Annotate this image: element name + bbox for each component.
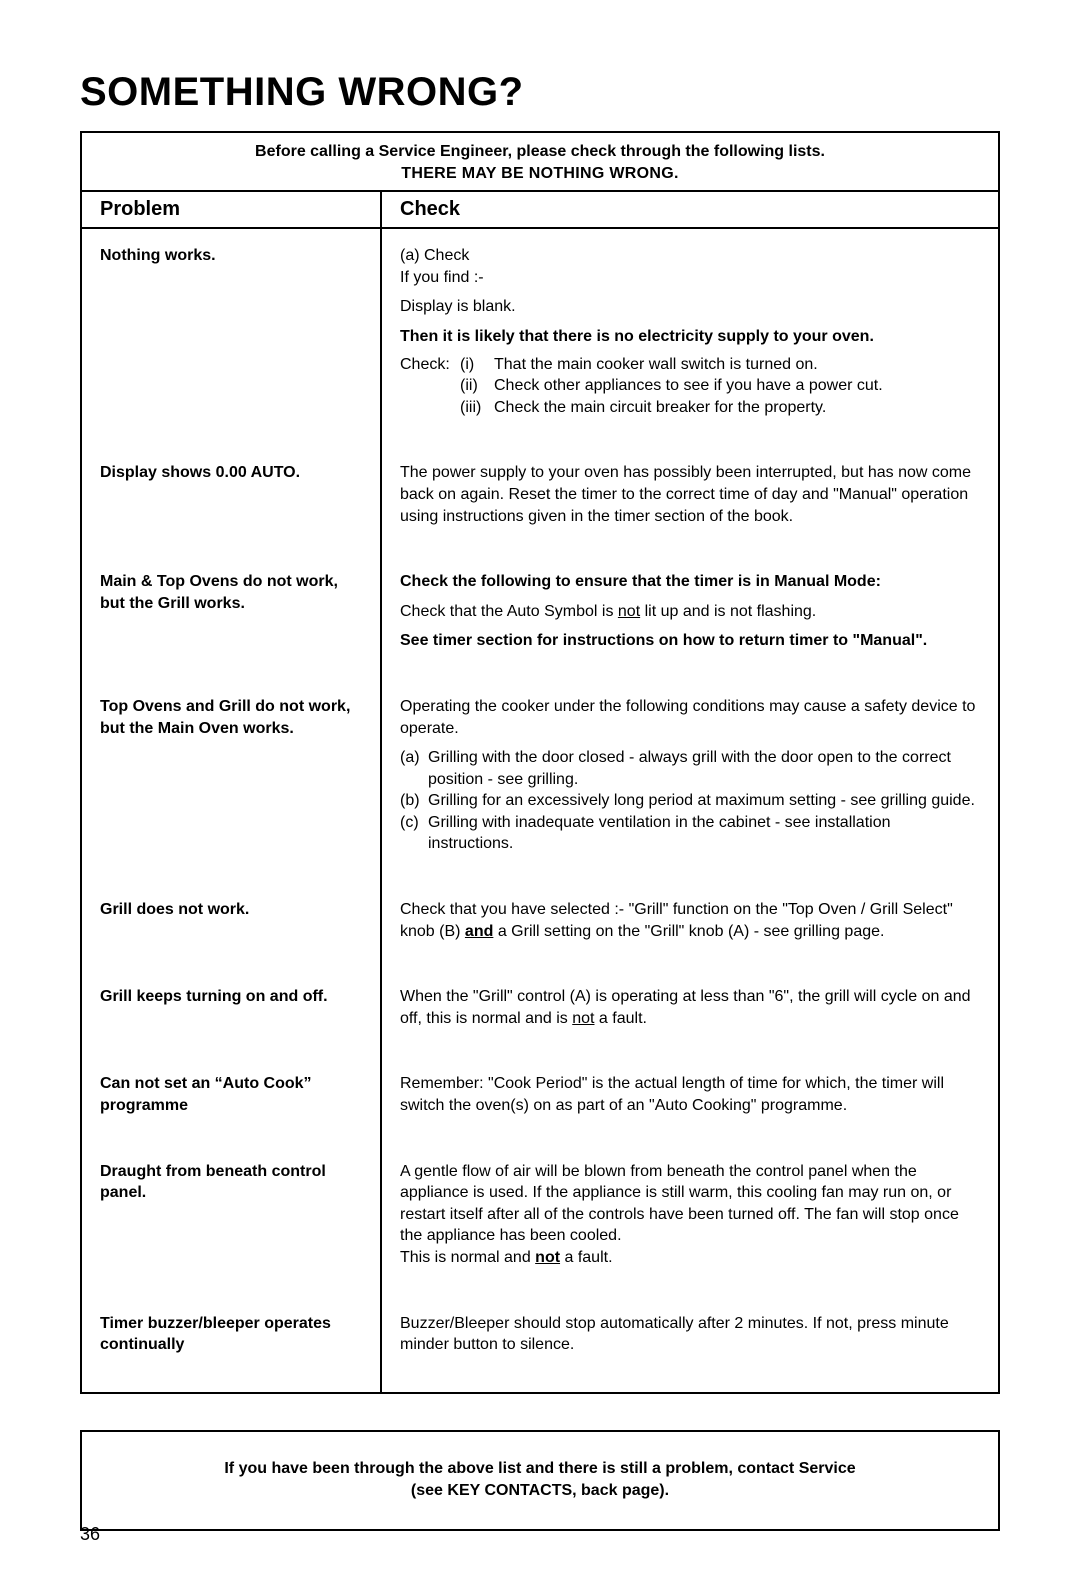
text-span: a fault.: [560, 1249, 612, 1266]
table-row: Can not set an “Auto Cook” programme Rem…: [81, 1057, 999, 1144]
list-marker: (ii): [460, 375, 494, 397]
text-line: If you find :-: [400, 267, 980, 289]
list-text: Grilling for an excessively long period …: [428, 790, 975, 812]
troubleshooting-table: Before calling a Service Engineer, pleas…: [80, 131, 1000, 1394]
roman-list: (i)That the main cooker wall switch is t…: [460, 354, 883, 419]
footer-line-2: (see KEY CONTACTS, back page).: [112, 1480, 968, 1502]
problem-cell: Can not set an “Auto Cook” programme: [81, 1057, 381, 1144]
page-number: 36: [80, 1524, 100, 1545]
banner-line-1: Before calling a Service Engineer, pleas…: [255, 143, 825, 160]
list-marker: (c): [400, 812, 428, 855]
problem-cell: Timer buzzer/bleeper operates continuall…: [81, 1297, 381, 1393]
list-text: Check the main circuit breaker for the p…: [494, 397, 826, 419]
table-row: Display shows 0.00 AUTO. The power suppl…: [81, 446, 999, 555]
check-cell: Check the following to ensure that the t…: [381, 555, 999, 680]
underlined-text: not: [572, 1010, 594, 1027]
table-row: Grill keeps turning on and off. When the…: [81, 970, 999, 1057]
text-line: Display is blank.: [400, 296, 980, 318]
check-cell: Buzzer/Bleeper should stop automatically…: [381, 1297, 999, 1393]
list-marker: (i): [460, 354, 494, 376]
list-text: Grilling with inadequate ventilation in …: [428, 812, 980, 855]
check-cell: Remember: "Cook Period" is the actual le…: [381, 1057, 999, 1144]
bold-underlined-text: and: [465, 923, 493, 940]
problem-cell: Main & Top Ovens do not work, but the Gr…: [81, 555, 381, 680]
list-text: Grilling with the door closed - always g…: [428, 747, 980, 790]
table-row: Grill does not work. Check that you have…: [81, 883, 999, 970]
table-row: Nothing works. (a) Check If you find :- …: [81, 228, 999, 446]
problem-cell: Display shows 0.00 AUTO.: [81, 446, 381, 555]
footer-line-1: If you have been through the above list …: [112, 1458, 968, 1480]
banner-row: Before calling a Service Engineer, pleas…: [81, 132, 999, 191]
underlined-text: not: [618, 603, 640, 620]
check-cell: Check that you have selected :- "Grill" …: [381, 883, 999, 970]
page-title: SOMETHING WRONG?: [80, 70, 1000, 115]
table-row: Timer buzzer/bleeper operates continuall…: [81, 1297, 999, 1393]
banner-cell: Before calling a Service Engineer, pleas…: [81, 132, 999, 191]
table-row: Draught from beneath control panel. A ge…: [81, 1145, 999, 1297]
text-span: When the "Grill" control (A) is operatin…: [400, 988, 971, 1027]
problem-cell: Grill keeps turning on and off.: [81, 970, 381, 1057]
list-text: That the main cooker wall switch is turn…: [494, 354, 818, 376]
text-span: Check that the Auto Symbol is: [400, 603, 618, 620]
problem-cell: Draught from beneath control panel.: [81, 1145, 381, 1297]
footer-box: If you have been through the above list …: [80, 1430, 1000, 1531]
table-row: Main & Top Ovens do not work, but the Gr…: [81, 555, 999, 680]
banner-line-2: THERE MAY BE NOTHING WRONG.: [401, 165, 678, 182]
text-line-bold: Then it is likely that there is no elect…: [400, 326, 980, 348]
check-cell: When the "Grill" control (A) is operatin…: [381, 970, 999, 1057]
text-span: a Grill setting on the "Grill" knob (A) …: [493, 923, 884, 940]
list-marker: (b): [400, 790, 428, 812]
table-row: Top Ovens and Grill do not work, but the…: [81, 680, 999, 883]
check-cell: A gentle flow of air will be blown from …: [381, 1145, 999, 1297]
text-line-bold: Check the following to ensure that the t…: [400, 571, 980, 593]
col-problem-header: Problem: [81, 191, 381, 228]
abc-list: (a)Grilling with the door closed - alway…: [400, 747, 980, 855]
list-marker: (a): [400, 747, 428, 790]
text-line: (a) Check: [400, 245, 980, 267]
list-text: Check other appliances to see if you hav…: [494, 375, 883, 397]
check-label: Check:: [400, 354, 460, 419]
document-page: SOMETHING WRONG? Before calling a Servic…: [0, 0, 1080, 1571]
text-line: Operating the cooker under the following…: [400, 696, 980, 739]
bold-underlined-text: not: [535, 1249, 560, 1266]
text-line: Check that the Auto Symbol is not lit up…: [400, 601, 980, 623]
text-span: a fault.: [594, 1010, 646, 1027]
col-check-header: Check: [381, 191, 999, 228]
check-cell: The power supply to your oven has possib…: [381, 446, 999, 555]
list-marker: (iii): [460, 397, 494, 419]
problem-cell: Top Ovens and Grill do not work, but the…: [81, 680, 381, 883]
text-span: lit up and is not flashing.: [640, 603, 816, 620]
text-line-bold: See timer section for instructions on ho…: [400, 630, 980, 652]
problem-cell: Nothing works.: [81, 228, 381, 446]
problem-cell: Grill does not work.: [81, 883, 381, 970]
text-span: A gentle flow of air will be blown from …: [400, 1163, 959, 1266]
header-row: Problem Check: [81, 191, 999, 228]
check-cell: (a) Check If you find :- Display is blan…: [381, 228, 999, 446]
check-cell: Operating the cooker under the following…: [381, 680, 999, 883]
